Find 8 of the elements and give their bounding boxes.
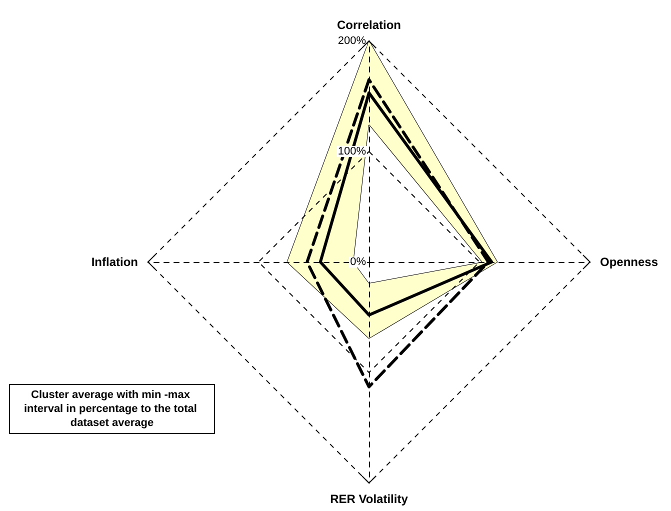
y-tick-label: 100%: [338, 146, 366, 158]
spoke-label: Openness: [600, 255, 658, 269]
text: Cluster average with min -max interval in percentage to the total dataset average: [24, 389, 200, 429]
spoke-label: RER Volatility: [330, 492, 408, 506]
spoke-label: Inflation: [91, 255, 138, 269]
y-tick-label: 200%: [338, 35, 366, 47]
spoke-label: Correlation: [336, 18, 402, 32]
y-tick-label: 0%: [350, 256, 366, 268]
